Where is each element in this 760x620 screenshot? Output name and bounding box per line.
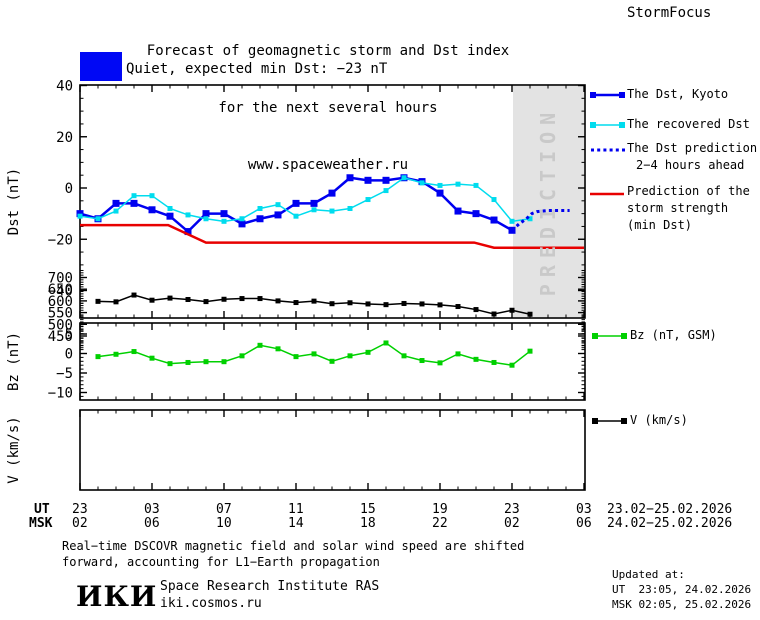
recovered-line-icon [590,122,625,128]
msk-tick-label: 22 [432,516,448,531]
status-text: Quiet, expected min Dst: −23 nT [126,61,388,77]
msk-tick-label: 02 [72,516,88,531]
bz-ytick-label: −10 [48,386,73,402]
iki-logo: ИКИ [76,580,158,613]
legend-storm-strength-line3: (min Dst) [627,218,693,232]
msk-tick-label: 14 [288,516,304,531]
panel-dst: 40 20 0 −20 −40 Dst (nT) [6,79,586,319]
ut-tick-label: 23 [72,502,88,517]
bz-ytick-label: −5 [56,366,73,382]
msk-date-range: 24.02−25.02.2026 [607,516,733,531]
msk-tick-label: 18 [360,516,376,531]
storm-strength-line-icon [590,192,624,196]
legend-storm-strength-line2: storm strength [627,201,729,215]
msk-tick-label: 10 [216,516,232,531]
title-line-2: for the next several hours [218,100,438,116]
v-ytick-label: 500 [48,317,73,333]
kyoto-line-icon [590,92,625,98]
legend-bz: Bz (nT, GSM) [630,328,717,342]
updated-ut: UT 23:05, 24.02.2026 [612,583,752,596]
ut-date-range: 23.02−25.02.2026 [607,502,733,517]
site-url: www.spaceweather.ru [247,157,409,173]
ut-tick-label: 23 [504,502,520,517]
ut-tick-label: 15 [360,502,376,517]
quiet-level-swatch-icon [80,52,122,81]
series-The Dst prediction 2−4 hours ahead [511,209,570,232]
ut-tick-label: 07 [216,502,232,517]
brand-label: StormFocus [627,5,712,21]
footnote-line-1: Real−time DSCOVR magnetic field and sola… [62,539,525,553]
ut-row-prefix: UT [34,502,50,517]
ut-tick-label: 03 [576,502,592,517]
institute-url: iki.cosmos.ru [160,596,262,611]
bz-axis-title: Bz (nT) [6,332,22,391]
dst-ytick-label: 20 [56,130,73,146]
v-ytick-label: 550 [48,306,73,322]
msk-tick-label: 02 [504,516,520,531]
footnote-line-2: forward, accounting for L1−Earth propaga… [62,555,380,569]
msk-tick-label: 06 [576,516,592,531]
updated-msk: MSK 02:05, 25.02.2026 [612,598,752,611]
v-ytick-label: 450 [48,329,73,345]
dst-ytick-label: −20 [48,232,73,248]
msk-tick-label: 06 [144,516,160,531]
legend-recovered-dst: The recovered Dst [627,117,750,131]
bz-ytick-label: 0 [65,347,73,363]
v-ytick-label: 600 [48,294,73,310]
v-ytick-label: 650 [48,282,73,298]
institute-name: Space Research Institute RAS [160,579,380,594]
legend-v: V (km/s) [630,413,688,427]
series-The recovered Dst [79,176,531,223]
msk-row-prefix: MSK [29,516,53,531]
prediction-zone-label: PREDICTION [536,105,560,297]
bz-line-icon [592,333,627,339]
legend-dst-kyoto: The Dst, Kyoto [627,87,729,101]
v-line-icon [592,418,627,424]
dst-axis-title: Dst (nT) [6,168,22,235]
series-V (km/s) [97,294,531,315]
prediction-dotted-line-icon [591,148,625,152]
dst-ytick-label: −40 [48,284,73,300]
dst-ytick-label: 0 [65,181,73,197]
v-ytick-label: 700 [48,271,73,287]
series-Prediction of the storm strength (min Dst) [80,223,584,249]
ut-tick-label: 11 [288,502,304,517]
page-title: Forecast of geomagnetic storm and Dst in… [0,4,656,213]
updated-at-label: Updated at: [612,568,685,581]
legend-dst-prediction-line2: 2−4 hours ahead [636,158,745,172]
legend-storm-strength-line1: Prediction of the [627,184,750,198]
bz-ytick-label: 5 [65,327,73,343]
title-line-1: Forecast of geomagnetic storm and Dst in… [146,43,510,59]
panel-bz: 5 0 −5 −10 Bz (nT) [6,322,586,402]
dst-ytick-label: 40 [56,79,73,95]
v-axis-title: V (km/s) [6,416,22,483]
ut-tick-label: 03 [144,502,160,517]
legend-dst-prediction-line1: The Dst prediction [627,141,758,155]
ut-tick-label: 19 [432,502,448,517]
